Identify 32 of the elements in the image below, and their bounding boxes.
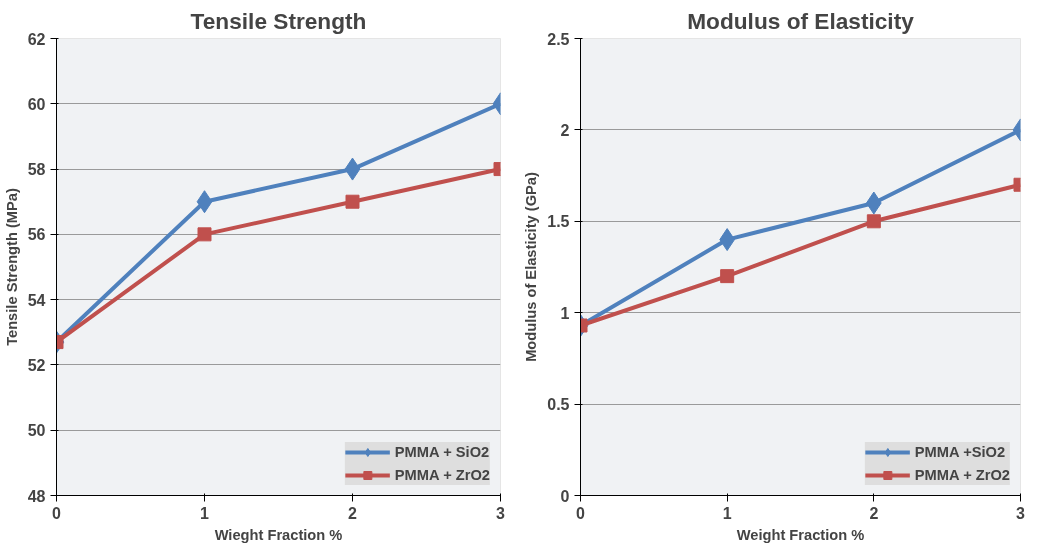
y-tick-label: 2.5: [547, 30, 570, 48]
y-tick-label: 54: [27, 291, 46, 309]
x-tick-label: 0: [576, 504, 586, 522]
x-axis-title: Wieght Fraction %: [214, 526, 343, 543]
y-tick-label: 48: [27, 487, 46, 505]
x-tick-label: 1: [200, 504, 210, 522]
x-tick-label: 1: [722, 504, 732, 522]
legend-label: PMMA +SiO2: [914, 444, 1006, 460]
y-tick-label: 52: [27, 356, 46, 374]
x-tick-label: 2: [348, 504, 358, 522]
y-tick-label: 60: [27, 95, 46, 113]
x-tick-label: 0: [52, 504, 62, 522]
x-tick-label: 3: [496, 504, 506, 522]
y-tick-label: 2: [560, 121, 570, 139]
legend-label: PMMA + ZrO2: [914, 467, 1010, 483]
legend-label: PMMA + ZrO2: [394, 467, 490, 483]
y-axis-title: Tensile Strength (MPa): [3, 188, 20, 346]
legend-label: PMMA + SiO2: [394, 444, 490, 460]
y-tick-label: 1.5: [547, 213, 570, 231]
y-tick-label: 58: [27, 161, 46, 179]
chart-title: Modulus of Elasticity: [687, 7, 915, 34]
y-tick-label: 1: [560, 304, 570, 322]
y-tick-label: 0.5: [547, 396, 570, 414]
y-tick-label: 62: [27, 30, 46, 48]
x-tick-label: 3: [1016, 504, 1026, 522]
chart-title: Tensile Strength: [190, 7, 367, 34]
x-axis-title: Weight Fraction %: [736, 526, 865, 543]
x-tick-label: 2: [869, 504, 879, 522]
y-tick-label: 0: [560, 487, 570, 505]
y-tick-label: 56: [27, 226, 46, 244]
y-tick-label: 50: [27, 422, 46, 440]
y-axis-title: Modulus of Elasticity (GPa): [523, 172, 540, 362]
